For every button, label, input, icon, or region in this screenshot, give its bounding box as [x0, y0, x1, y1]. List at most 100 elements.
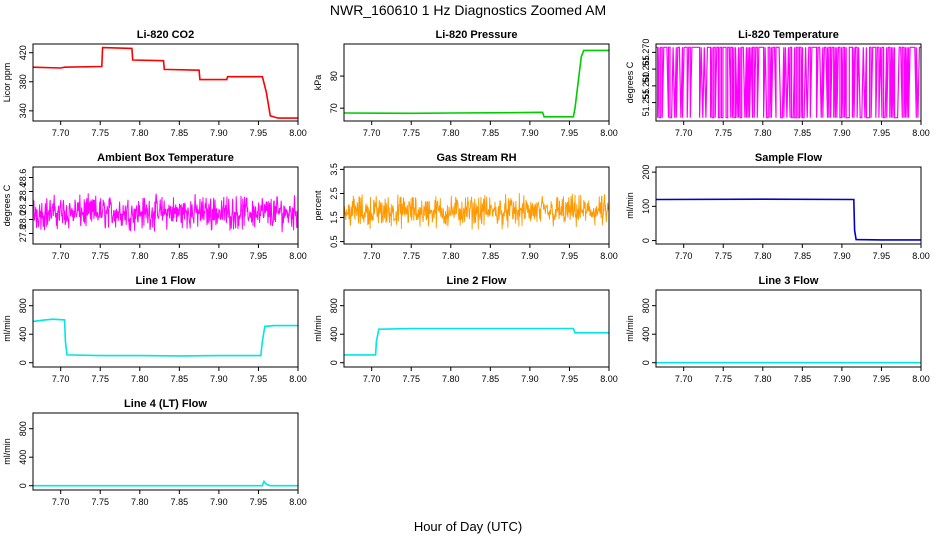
x-tick-label: 7.95	[250, 497, 268, 507]
x-tick-label: 7.70	[363, 374, 381, 384]
y-tick-label: 0	[641, 238, 651, 243]
x-tick-label: 8.00	[600, 128, 618, 138]
series-line	[33, 318, 298, 357]
x-tick-label: 7.75	[714, 251, 732, 261]
y-axis-label: kPa	[313, 75, 323, 91]
x-tick-label: 7.75	[91, 251, 109, 261]
x-tick-label: 7.70	[52, 497, 70, 507]
series-line	[656, 198, 921, 241]
y-tick-label: 1.5	[329, 211, 339, 224]
y-tick-label: 0	[641, 360, 651, 365]
y-axis-label: Licor ppm	[2, 63, 12, 103]
series-line	[33, 46, 298, 119]
x-tick-label: 7.70	[363, 251, 381, 261]
chart-title: Sample Flow	[755, 152, 823, 164]
plot-frame	[655, 166, 922, 245]
x-tick-label: 7.90	[833, 251, 851, 261]
x-tick-label: 7.75	[91, 128, 109, 138]
y-tick-label: 380	[18, 74, 28, 89]
y-axis-label: ml/min	[313, 315, 323, 342]
x-tick-label: 7.70	[675, 128, 693, 138]
y-axis-label: ml/min	[2, 438, 12, 465]
x-tick-label: 8.00	[912, 128, 930, 138]
x-tick-label: 8.00	[289, 497, 307, 507]
y-axis-label: ml/min	[2, 315, 12, 342]
y-tick-label: 28.2	[18, 197, 28, 215]
series-line	[656, 46, 921, 119]
x-tick-label: 7.90	[210, 128, 228, 138]
y-tick-label: 400	[18, 450, 28, 465]
x-tick-label: 8.00	[912, 251, 930, 261]
series-line	[344, 49, 609, 118]
y-axis-label: degrees C	[2, 184, 12, 226]
x-tick-label: 8.00	[600, 251, 618, 261]
x-tick-label: 7.95	[561, 128, 579, 138]
chart-title: Gas Stream RH	[436, 152, 516, 164]
x-tick-label: 7.80	[442, 374, 460, 384]
x-tick-label: 7.80	[442, 128, 460, 138]
x-tick-label: 7.95	[250, 251, 268, 261]
x-tick-label: 7.95	[250, 374, 268, 384]
y-tick-label: 28.0	[18, 211, 28, 229]
x-tick-label: 7.80	[131, 128, 149, 138]
chart-panel-9: Line 3 Flow ml/min 7.70 7.75 7.80 7.85 7.90 7.9…	[625, 275, 930, 384]
series-line	[344, 327, 609, 356]
x-tick-label: 7.90	[833, 374, 851, 384]
x-tick-label: 7.85	[171, 497, 189, 507]
plot-frame	[343, 43, 610, 122]
x-tick-label: 7.80	[754, 251, 772, 261]
y-tick-label: 51.265	[641, 55, 651, 83]
plot-frame	[343, 289, 610, 368]
y-tick-label: 28.4	[18, 183, 28, 201]
panels: Li-820 CO2 Licor ppm 7.70 7.75 7.80 7.85 7.90 7…	[2, 29, 930, 507]
plot-area	[656, 198, 921, 241]
plot-area	[33, 193, 298, 233]
x-tick-label: 7.95	[250, 128, 268, 138]
y-tick-label: 100	[641, 199, 651, 214]
x-tick-label: 7.90	[521, 128, 539, 138]
chart-title: Line 4 (LT) Flow	[124, 398, 207, 410]
x-tick-label: 7.70	[675, 251, 693, 261]
chart-panel-7: Line 1 Flow ml/min 7.70 7.75 7.80 7.85 7.90 7.9…	[2, 275, 307, 384]
y-tick-label: 400	[18, 327, 28, 342]
y-tick-label: 80	[329, 71, 339, 81]
x-tick-label: 7.70	[52, 251, 70, 261]
x-tick-label: 7.75	[402, 374, 420, 384]
chart-title: Li-820 Pressure	[436, 29, 518, 41]
x-tick-label: 7.90	[521, 251, 539, 261]
plot-area	[344, 49, 609, 118]
x-tick-label: 7.95	[873, 374, 891, 384]
x-tick-label: 8.00	[912, 374, 930, 384]
y-tick-label: 0	[329, 360, 339, 365]
plot-area	[344, 327, 609, 356]
x-tick-label: 7.95	[561, 374, 579, 384]
y-tick-label: 51.260	[641, 72, 651, 100]
x-tick-label: 7.75	[402, 251, 420, 261]
chart-panel-8: Line 2 Flow ml/min 7.70 7.75 7.80 7.85 7.90 7.9…	[313, 275, 618, 384]
y-tick-label: 420	[18, 45, 28, 60]
chart-panel-3: Li-820 Temperature degrees C 7.70 7.75 7.80 7…	[625, 29, 930, 138]
chart-panel-1: Li-820 CO2 Licor ppm 7.70 7.75 7.80 7.85 7.90 7…	[2, 29, 307, 138]
plot-frame	[655, 43, 922, 122]
y-tick-label: 0	[18, 483, 28, 488]
x-tick-label: 8.00	[600, 374, 618, 384]
y-tick-label: 800	[18, 298, 28, 313]
y-tick-label: 2.5	[329, 187, 339, 200]
x-tick-label: 7.95	[873, 128, 891, 138]
x-tick-label: 7.95	[873, 251, 891, 261]
plot-frame	[32, 289, 299, 368]
figure-title: NWR_160610 1 Hz Diagnostics Zoomed AM	[330, 2, 606, 18]
x-tick-label: 7.95	[561, 251, 579, 261]
x-tick-label: 7.75	[714, 374, 732, 384]
y-axis-label: percent	[313, 190, 323, 221]
y-tick-label: 400	[329, 327, 339, 342]
x-tick-label: 7.80	[131, 251, 149, 261]
x-tick-label: 7.85	[171, 128, 189, 138]
x-tick-label: 7.70	[52, 374, 70, 384]
plot-area	[33, 318, 298, 357]
y-tick-label: 0	[18, 360, 28, 365]
x-tick-label: 7.85	[482, 128, 500, 138]
y-tick-label: 400	[641, 327, 651, 342]
y-tick-label: 800	[329, 298, 339, 313]
